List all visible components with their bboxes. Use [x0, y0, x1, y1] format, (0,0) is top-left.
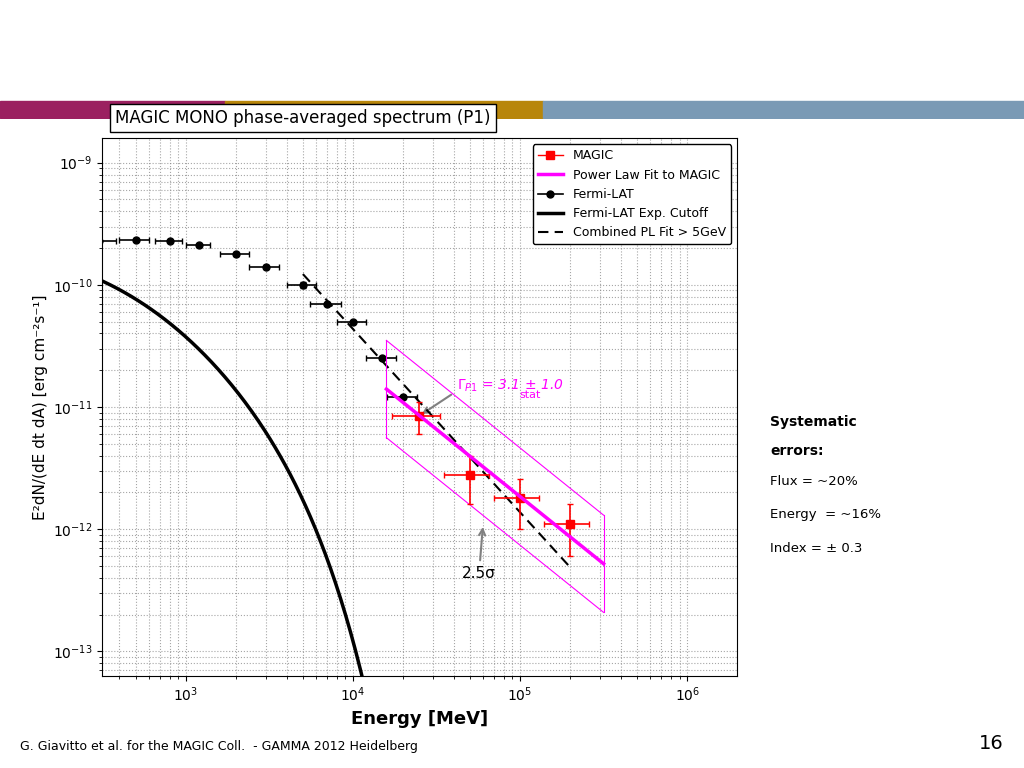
Fermi-LAT Exp. Cutoff [361, 694, 374, 703]
Text: G. Giavitto et al. for the MAGIC Coll.  - GAMMA 2012 Heidelberg: G. Giavitto et al. for the MAGIC Coll. -… [20, 740, 419, 753]
Text: Crab Pulsar: mono observations: Crab Pulsar: mono observations [20, 26, 924, 74]
Bar [225, 101, 543, 118]
Combined PL Fit > 5GeV [348, 326, 360, 335]
Text: 2.5σ: 2.5σ [462, 529, 496, 581]
Text: $\Gamma_{P1}$ = 3.1 ± 1.0: $\Gamma_{P1}$ = 3.1 ± 1.0 [457, 377, 564, 393]
Text: MAGIC MONO phase-averaged spectrum (P1): MAGIC MONO phase-averaged spectrum (P1) [115, 110, 490, 127]
Text: stat: stat [519, 390, 541, 400]
Combined PL Fit > 5GeV [564, 563, 577, 572]
Power Law Fit to MAGIC [380, 385, 392, 394]
Fermi-LAT Exp. Cutoff [359, 687, 372, 697]
Line: Fermi-LAT Exp. Cutoff: Fermi-LAT Exp. Cutoff [69, 268, 570, 768]
Bar [543, 101, 1024, 118]
Combined PL Fit > 5GeV [358, 338, 371, 347]
Combined PL Fit > 5GeV [551, 548, 563, 557]
Combined PL Fit > 5GeV [543, 539, 555, 548]
Text: Index = ± 0.3: Index = ± 0.3 [770, 542, 862, 555]
X-axis label: Energy [MeV]: Energy [MeV] [351, 710, 488, 728]
Text: Energy  = ~16%: Energy = ~16% [770, 508, 881, 521]
Power Law Fit to MAGIC [431, 425, 443, 434]
Power Law Fit to MAGIC [597, 559, 609, 568]
Power Law Fit to MAGIC [587, 551, 599, 560]
Line: Power Law Fit to MAGIC: Power Law Fit to MAGIC [386, 389, 603, 564]
Text: Flux = ~20%: Flux = ~20% [770, 475, 858, 488]
Text: errors:: errors: [770, 444, 823, 458]
Power Law Fit to MAGIC [493, 475, 505, 484]
Combined PL Fit > 5GeV [434, 421, 446, 430]
Power Law Fit to MAGIC [510, 488, 522, 498]
Combined PL Fit > 5GeV [297, 270, 309, 279]
Fermi-LAT Exp. Cutoff [62, 263, 75, 273]
Y-axis label: E²dN/(dE dt dA) [erg cm⁻²s⁻¹]: E²dN/(dE dt dA) [erg cm⁻²s⁻¹] [33, 294, 47, 520]
Line: Combined PL Fit > 5GeV: Combined PL Fit > 5GeV [303, 274, 570, 568]
Legend: MAGIC, Power Law Fit to MAGIC, Fermi-LAT, Fermi-LAT Exp. Cutoff, Combined PL Fit: MAGIC, Power Law Fit to MAGIC, Fermi-LAT… [532, 144, 731, 244]
Power Law Fit to MAGIC [580, 545, 592, 554]
Fermi-LAT Exp. Cutoff [370, 733, 382, 743]
Combined PL Fit > 5GeV [456, 444, 468, 453]
Fermi-LAT Exp. Cutoff [65, 263, 77, 273]
Power Law Fit to MAGIC [422, 418, 434, 427]
Text: 16: 16 [979, 733, 1004, 753]
Text: Systematic: Systematic [770, 415, 857, 429]
Bar [0, 101, 225, 118]
